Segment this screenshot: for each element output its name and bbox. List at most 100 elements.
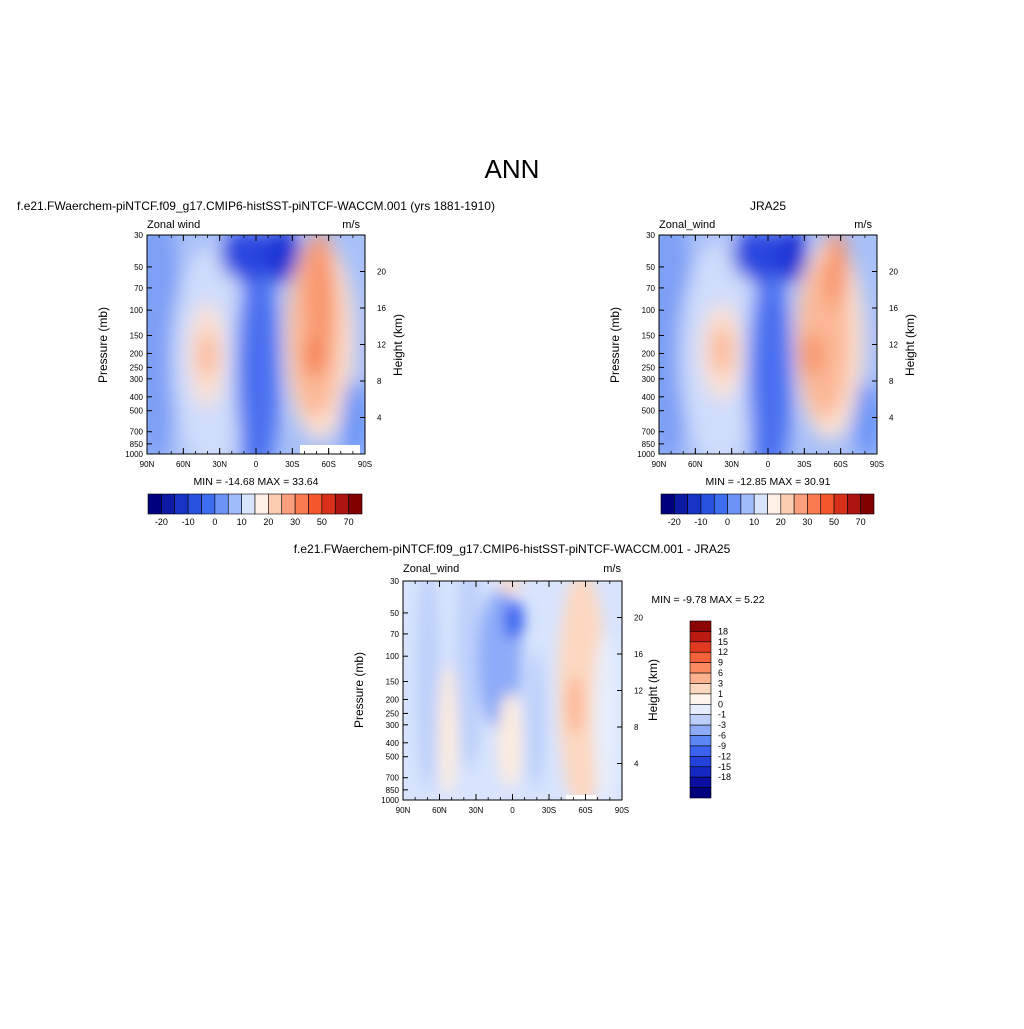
xtick-label: 0 bbox=[510, 806, 515, 815]
ytick-label: 30 bbox=[390, 577, 399, 586]
colorbar-swatch bbox=[780, 493, 795, 515]
colorbar-swatch bbox=[348, 493, 363, 515]
ytick-label: 300 bbox=[130, 375, 144, 384]
colorbar-swatch bbox=[334, 493, 349, 515]
panel-model-left-label: Zonal wind bbox=[147, 219, 200, 231]
panel-diff-units: m/s bbox=[603, 563, 621, 575]
colorbar-swatch bbox=[689, 651, 712, 663]
colorbar-label: -3 bbox=[718, 720, 726, 730]
colorbar-swatch bbox=[847, 493, 861, 515]
panel-model-title: f.e21.FWaerchem-piNTCF.f09_g17.CMIP6-his… bbox=[17, 199, 495, 213]
xtick-label: 60N bbox=[432, 806, 447, 815]
ytick-label: 500 bbox=[386, 753, 400, 762]
ytick-label: 850 bbox=[642, 440, 656, 449]
y2tick-label: 12 bbox=[889, 341, 898, 350]
ytick-label: 50 bbox=[134, 263, 143, 272]
y2tick-label: 20 bbox=[377, 268, 386, 277]
colorbar-swatch bbox=[268, 493, 283, 515]
colorbar-swatch bbox=[689, 672, 712, 684]
colorbar-swatch bbox=[161, 493, 176, 515]
colorbar-label: 30 bbox=[802, 517, 812, 527]
colorbar-swatch bbox=[689, 620, 712, 632]
ytick-label: 850 bbox=[386, 786, 400, 795]
colorbar-swatch bbox=[833, 493, 848, 515]
colorbar-swatch bbox=[227, 493, 242, 515]
colorbar-swatch bbox=[689, 631, 712, 643]
ytick-label: 500 bbox=[642, 407, 656, 416]
colorbar-swatch bbox=[689, 693, 712, 705]
y2tick-label: 4 bbox=[377, 414, 382, 423]
ytick-label: 400 bbox=[130, 393, 144, 402]
xtick-label: 30S bbox=[797, 460, 811, 469]
colorbar-swatch bbox=[674, 493, 688, 515]
colorbar-swatch bbox=[807, 493, 822, 515]
panel-diff-contours bbox=[403, 581, 622, 800]
colorbar-swatch bbox=[214, 493, 229, 515]
xtick-label: 60S bbox=[578, 806, 592, 815]
ytick-label: 850 bbox=[130, 440, 144, 449]
panel-diff-y2label: Height (km) bbox=[646, 659, 660, 721]
colorbar-label: -20 bbox=[155, 517, 168, 527]
colorbar-swatch bbox=[689, 703, 712, 716]
colorbar-label: 10 bbox=[749, 517, 759, 527]
ytick-label: 1000 bbox=[637, 450, 655, 459]
ytick-label: 200 bbox=[386, 695, 400, 704]
colorbar-label: -10 bbox=[694, 517, 707, 527]
colorbar-label: -12 bbox=[718, 751, 731, 761]
xtick-label: 60S bbox=[322, 460, 336, 469]
colorbar-label: -6 bbox=[718, 731, 726, 741]
colorbar-label: 30 bbox=[290, 517, 300, 527]
colorbar-label: -20 bbox=[668, 517, 681, 527]
ytick-label: 250 bbox=[386, 709, 400, 718]
colorbar-label: 9 bbox=[718, 658, 723, 668]
ytick-label: 250 bbox=[642, 363, 656, 372]
panel-obs-left-label: Zonal_wind bbox=[659, 219, 715, 231]
panel-model-y2label: Height (km) bbox=[391, 314, 405, 376]
colorbar-label: 70 bbox=[344, 517, 354, 527]
y2tick-label: 16 bbox=[634, 650, 643, 659]
ytick-label: 150 bbox=[130, 332, 144, 341]
y2tick-label: 8 bbox=[889, 377, 894, 386]
xtick-label: 90S bbox=[870, 460, 884, 469]
colorbar-swatch bbox=[713, 493, 728, 515]
colorbar-swatch bbox=[187, 493, 202, 515]
colorbar-swatch bbox=[767, 493, 782, 515]
ytick-label: 700 bbox=[386, 774, 400, 783]
y2tick-label: 16 bbox=[889, 304, 898, 313]
ytick-label: 1000 bbox=[381, 796, 399, 805]
xtick-label: 60S bbox=[834, 460, 848, 469]
ytick-label: 150 bbox=[642, 332, 656, 341]
colorbar-label: -10 bbox=[182, 517, 195, 527]
colorbar-swatch bbox=[294, 493, 309, 515]
ytick-label: 200 bbox=[642, 349, 656, 358]
ytick-label: 1000 bbox=[125, 450, 143, 459]
xtick-label: 30N bbox=[212, 460, 227, 469]
panel-diff-title: f.e21.FWaerchem-piNTCF.f09_g17.CMIP6-his… bbox=[294, 542, 731, 556]
panel-obs-colorbar: -20 -10 0 10 20 30 50 70 bbox=[660, 493, 875, 527]
ytick-label: 100 bbox=[130, 306, 144, 315]
colorbar-label: 6 bbox=[718, 668, 723, 678]
xtick-label: 60N bbox=[688, 460, 703, 469]
xtick-label: 30N bbox=[469, 806, 484, 815]
xtick-label: 30N bbox=[724, 460, 739, 469]
panel-model-colorbar: -20 -10 0 10 20 30 50 70 bbox=[147, 493, 363, 527]
panel-model-ylabel: Pressure (mb) bbox=[96, 307, 110, 383]
ytick-label: 150 bbox=[386, 678, 400, 687]
colorbar-swatch bbox=[689, 766, 712, 778]
ytick-label: 30 bbox=[134, 231, 143, 240]
panel-obs-ticks: 305070100150200250300400500700850100090N… bbox=[637, 231, 898, 469]
y2tick-label: 12 bbox=[634, 687, 643, 696]
ytick-label: 50 bbox=[390, 609, 399, 618]
colorbar-swatch bbox=[700, 493, 715, 515]
colorbar-swatch bbox=[687, 493, 702, 515]
xtick-label: 90S bbox=[358, 460, 372, 469]
colorbar-label: 0 bbox=[718, 699, 723, 709]
panel-diff: f.e21.FWaerchem-piNTCF.f09_g17.CMIP6-his… bbox=[294, 542, 765, 815]
colorbar-label: 20 bbox=[776, 517, 786, 527]
panel-model-stats: MIN = -14.68 MAX = 33.64 bbox=[194, 476, 319, 488]
colorbar-label: -1 bbox=[718, 710, 726, 720]
xtick-label: 90N bbox=[140, 460, 155, 469]
ytick-label: 400 bbox=[386, 739, 400, 748]
panel-model: f.e21.FWaerchem-piNTCF.f09_g17.CMIP6-his… bbox=[17, 199, 495, 527]
